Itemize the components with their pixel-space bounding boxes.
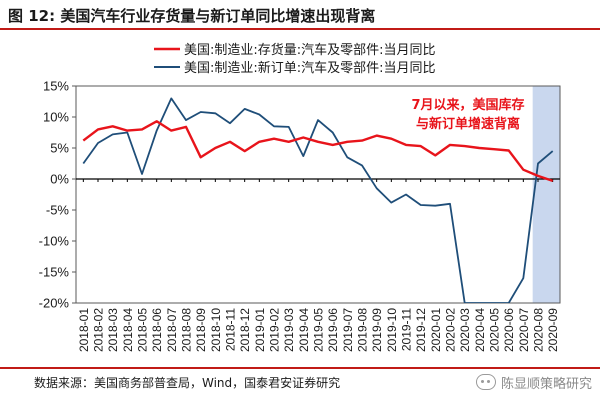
watermark: 陈显顺策略研究 bbox=[475, 370, 592, 394]
y-tick-label: 10% bbox=[43, 110, 69, 125]
x-tick-label: 2018-05 bbox=[136, 308, 150, 352]
annotation-line-1: 7月以来，美国库存 bbox=[411, 97, 524, 113]
x-tick-label: 2020-03 bbox=[458, 308, 472, 352]
y-tick-label: -15% bbox=[39, 265, 70, 280]
x-tick-label: 2020-04 bbox=[473, 308, 487, 352]
x-tick-label: 2020-07 bbox=[517, 308, 531, 352]
x-tick-label: 2018-04 bbox=[121, 308, 135, 352]
x-tick-label: 2019-09 bbox=[370, 308, 384, 352]
y-tick-label: -10% bbox=[39, 234, 70, 249]
x-tick-label: 2020-08 bbox=[532, 308, 546, 352]
series-1-line bbox=[82, 120, 554, 183]
legend-label-1: 美国:制造业:存货量:汽车及零部件:当月同比 bbox=[184, 42, 436, 58]
y-tick-label: 5% bbox=[50, 141, 69, 156]
x-tick-label: 2018-11 bbox=[224, 308, 238, 351]
x-tick-label: 2018-06 bbox=[150, 308, 164, 352]
x-tick-label: 2018-12 bbox=[238, 308, 252, 352]
x-tick-label: 2020-06 bbox=[502, 308, 516, 352]
title-bar: 图 12: 美国汽车行业存货量与新订单同比增速出现背离 bbox=[0, 0, 600, 30]
x-tick-label: 2018-03 bbox=[106, 308, 120, 352]
x-tick-label: 2018-10 bbox=[209, 308, 223, 352]
x-tick-label: 2019-01 bbox=[253, 308, 267, 352]
x-tick-label: 2020-01 bbox=[429, 308, 443, 352]
x-tick-label: 2019-12 bbox=[414, 308, 428, 352]
plot-frame bbox=[75, 85, 561, 304]
x-tick-label: 2018-09 bbox=[194, 308, 208, 352]
x-tick-label: 2018-08 bbox=[180, 308, 194, 352]
x-tick-label: 2020-05 bbox=[488, 308, 502, 352]
x-tick-label: 2019-07 bbox=[341, 308, 355, 352]
x-tick-label: 2019-04 bbox=[297, 308, 311, 352]
highlight-band bbox=[532, 86, 560, 303]
x-tick-label: 2019-06 bbox=[326, 308, 340, 352]
x-tick-label: 2018-07 bbox=[165, 308, 179, 352]
x-tick-label: 2018-01 bbox=[77, 308, 91, 352]
watermark-label: 陈显顺策略研究 bbox=[500, 376, 592, 392]
line-chart: 15%10%5%0%-5%-10%-15%-20%2018-01 2018-02 2… bbox=[39, 42, 561, 352]
footer-rule bbox=[0, 367, 600, 369]
legend-label-2: 美国:制造业:新订单:汽车及零部件:当月同比 bbox=[184, 60, 436, 76]
x-tick-label: 2019-02 bbox=[268, 308, 282, 352]
y-tick-label: -20% bbox=[39, 296, 70, 311]
series-2-line bbox=[82, 97, 554, 303]
source-note: 数据来源：美国商务部普查局，Wind，国泰君安证券研究 bbox=[34, 376, 341, 390]
x-tick-label: 2019-05 bbox=[312, 308, 326, 352]
x-tick-label: 2019-11 bbox=[400, 308, 414, 351]
figure-title: 图 12: 美国汽车行业存货量与新订单同比增速出现背离 bbox=[8, 7, 376, 25]
x-tick-label: 2020-02 bbox=[444, 308, 458, 352]
y-tick-label: 15% bbox=[43, 79, 69, 94]
x-tick-label: 2019-03 bbox=[282, 308, 296, 352]
x-tick-label: 2020-09 bbox=[546, 308, 560, 352]
y-tick-label: -5% bbox=[46, 203, 70, 218]
annotation-line-2: 与新订单增速背离 bbox=[416, 116, 520, 132]
wechat-icon bbox=[475, 374, 496, 390]
x-tick-label: 2018-02 bbox=[92, 308, 106, 352]
x-tick-label: 2019-08 bbox=[356, 308, 370, 352]
x-tick-label: 2019-10 bbox=[385, 308, 399, 352]
y-tick-label: 0% bbox=[50, 172, 69, 187]
